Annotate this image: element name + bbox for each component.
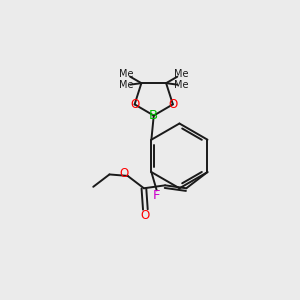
Text: F: F xyxy=(153,189,160,202)
Text: O: O xyxy=(130,98,139,111)
Text: O: O xyxy=(168,98,178,111)
Text: B: B xyxy=(149,109,158,122)
Text: O: O xyxy=(141,209,150,222)
Text: Me: Me xyxy=(174,69,189,79)
Text: Me: Me xyxy=(119,80,133,90)
Text: Me: Me xyxy=(174,80,189,90)
Text: O: O xyxy=(119,167,129,180)
Text: Me: Me xyxy=(119,69,133,79)
